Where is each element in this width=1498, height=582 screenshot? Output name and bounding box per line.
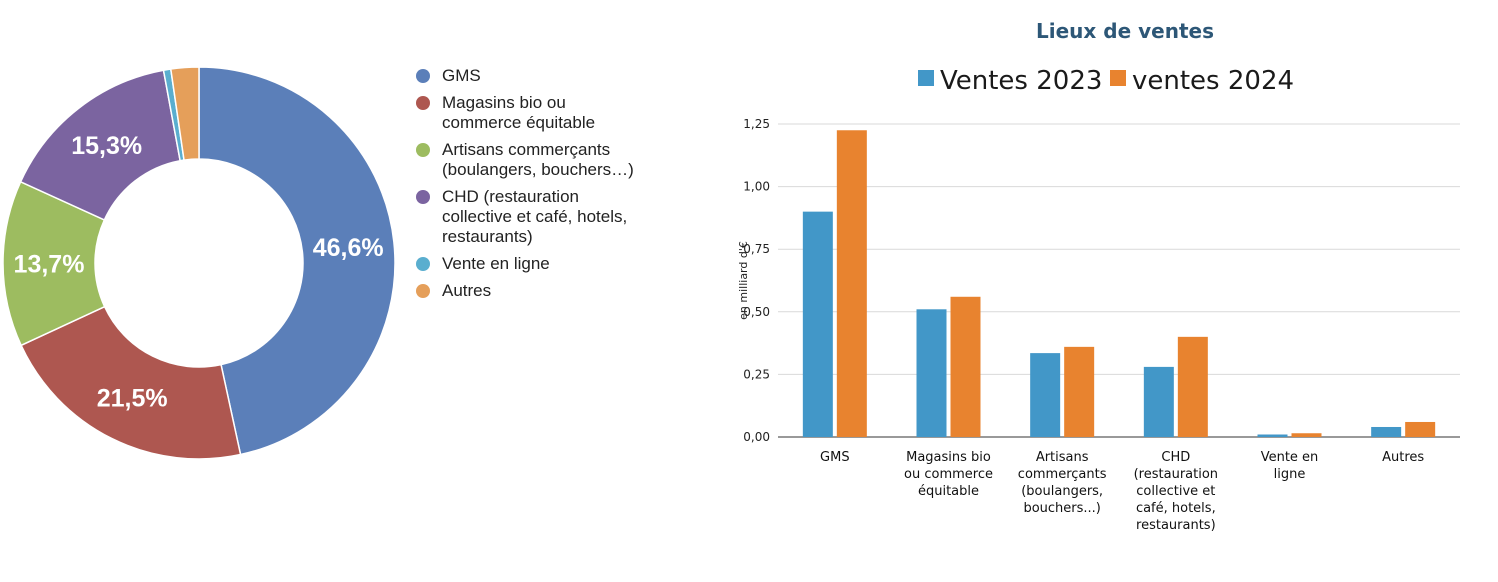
x-tick-label: GMS: [820, 450, 850, 465]
y-tick-label: 0,50: [743, 305, 770, 319]
bar: [1177, 336, 1208, 437]
bar: [1257, 434, 1288, 437]
bar: [1405, 421, 1436, 437]
legend-item: Autres: [416, 281, 706, 301]
bar-chart: Lieux de ventes Ventes 2023 ventes 2024 0,0…: [737, 19, 1460, 533]
donut-slice: [20, 305, 242, 460]
slice-label: 15,3%: [71, 132, 142, 160]
legend-label: ventes 2024: [1132, 66, 1294, 96]
y-tick-label: 0,00: [743, 430, 770, 444]
y-tick-label: 0,75: [743, 242, 770, 256]
chart-title: Lieux de ventes: [1036, 19, 1214, 43]
bar: [1291, 433, 1322, 437]
y-tick-label: 1,00: [743, 180, 770, 194]
legend-item: Artisans commerçants (boulangers, bouche…: [416, 140, 706, 180]
legend-swatch: [416, 96, 430, 110]
legend-swatch: [416, 284, 430, 298]
legend-label: Ventes 2023: [940, 66, 1102, 96]
legend-item: Magasins bio ou commerce équitable: [416, 93, 706, 133]
legend-item: Vente en ligne: [416, 254, 706, 274]
slice-label: 13,7%: [14, 250, 85, 278]
y-axis-label: en milliard d'€: [737, 241, 750, 320]
donut-slice: [19, 69, 182, 221]
legend-item: CHD (restauration collective et café, ho…: [416, 187, 706, 247]
bar: [836, 130, 867, 437]
donut-slice: [198, 66, 396, 456]
legend-swatch: [1110, 70, 1126, 86]
y-tick-label: 0,25: [743, 367, 770, 381]
legend-label: Autres: [442, 281, 492, 300]
legend-swatch: [416, 257, 430, 271]
bar: [802, 211, 833, 437]
slice-label: 46,6%: [313, 234, 384, 262]
donut-slice: [169, 66, 200, 161]
legend-swatch: [416, 69, 430, 83]
legend-item: GMS: [416, 66, 706, 86]
bar: [950, 296, 981, 437]
x-tick-label: Autres: [1382, 450, 1424, 465]
bar: [916, 309, 947, 437]
donut-chart: 46,6% 21,5% 13,7% 15,3%: [2, 66, 396, 460]
legend-swatch: [416, 143, 430, 157]
donut-legend: GMS Magasins bio ou commerce équitable Art…: [416, 66, 706, 308]
x-tick-label: CHD (restauration collective et café, hotel…: [1134, 450, 1218, 533]
bar: [1064, 346, 1095, 437]
legend-label: CHD (restauration collective et café, ho…: [442, 187, 628, 246]
legend-label: Artisans commerçants (boulangers, bouche…: [442, 140, 634, 179]
x-tick-label: Vente en ligne: [1261, 450, 1319, 482]
x-tick-label: Artisans commerçants (boulangers, bouchers.…: [1018, 450, 1107, 516]
bar: [1030, 353, 1061, 437]
legend-swatch: [918, 70, 934, 86]
bar: [1371, 426, 1402, 437]
x-tick-label: Magasins bio ou commerce équitable: [904, 450, 993, 499]
legend-label: Vente en ligne: [442, 254, 550, 273]
legend-label: Magasins bio ou commerce équitable: [442, 93, 596, 132]
legend-label: GMS: [442, 66, 481, 85]
y-tick-label: 1,25: [743, 117, 770, 131]
legend-swatch: [416, 190, 430, 204]
slice-label: 21,5%: [97, 384, 168, 412]
bar: [1143, 366, 1174, 437]
